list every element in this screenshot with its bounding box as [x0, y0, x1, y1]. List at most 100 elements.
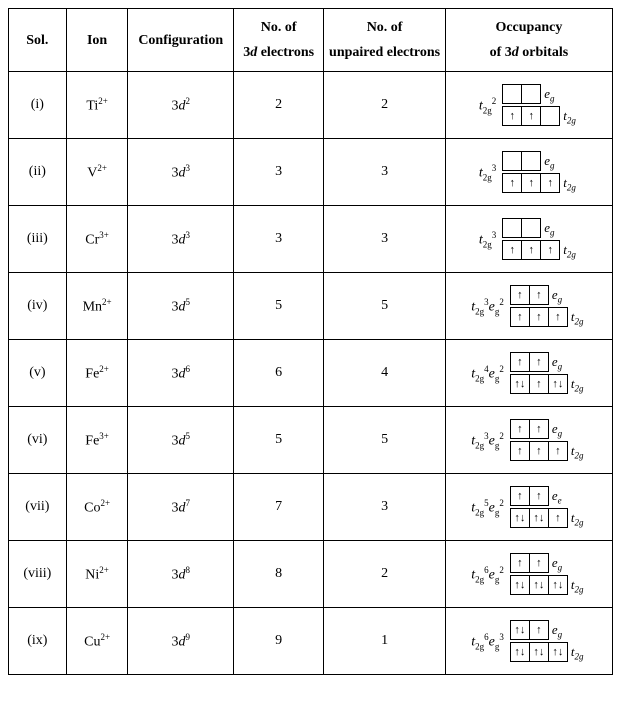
header-sol: Sol. — [9, 9, 67, 72]
cell-sol: (ix) — [9, 608, 67, 675]
cell-config: 3d7 — [128, 474, 233, 541]
orbital-box — [521, 84, 541, 104]
orbital-notation: t2g2 — [479, 96, 496, 115]
orbital-box: ↑ — [529, 352, 549, 372]
cell-sol: (v) — [9, 340, 67, 407]
orbital-box: ↑ — [529, 620, 549, 640]
cell-sol: (iv) — [9, 273, 67, 340]
orbital-box: ↑↓ — [548, 374, 568, 394]
orbital-box: ↑ — [529, 419, 549, 439]
table-row: (i)Ti2+3d222t2g2eg↑↑t2g — [9, 72, 613, 139]
cell-config: 3d5 — [128, 407, 233, 474]
orbital-diagram: ↑↑ee↑↓↑↓↑t2g — [510, 484, 587, 530]
table-row: (iv)Mn2+3d555t2g3eg2↑↑eg↑↑↑t2g — [9, 273, 613, 340]
orbital-notation: t2g5eg2 — [471, 498, 504, 517]
orbital-box: ↑ — [510, 285, 530, 305]
orbital-box: ↑ — [502, 173, 522, 193]
cell-unp: 1 — [324, 608, 445, 675]
orbital-box — [502, 218, 522, 238]
cell-unp: 2 — [324, 541, 445, 608]
cell-occupancy: t2g6eg2↑↑eg↑↓↑↓↑↓t2g — [445, 541, 612, 608]
t2g-label: t2g — [571, 577, 584, 595]
orbital-box: ↑ — [510, 419, 530, 439]
cell-sol: (i) — [9, 72, 67, 139]
orbital-box — [540, 106, 560, 126]
orbital-box: ↑↓ — [510, 575, 530, 595]
t2g-label: t2g — [563, 242, 576, 260]
cell-n3d: 6 — [233, 340, 323, 407]
cell-occupancy: t2g3eg2 ↑↑eg↑↑↑t2g — [445, 407, 612, 474]
orbital-box: ↑ — [521, 240, 541, 260]
t2g-label: t2g — [571, 309, 584, 327]
cell-ion: Fe2+ — [66, 340, 128, 407]
cell-config: 3d9 — [128, 608, 233, 675]
cell-n3d: 5 — [233, 273, 323, 340]
cell-occupancy: t2g3eg↑↑↑t2g — [445, 139, 612, 206]
cell-ion: Mn2+ — [66, 273, 128, 340]
header-n3d-line1: No. of — [261, 20, 297, 35]
orbital-diagram: ↑↑eg↑↓↑↓↑↓t2g — [510, 551, 587, 597]
cell-occupancy: t2g5eg2↑↑ee↑↓↑↓↑t2g — [445, 474, 612, 541]
table-row: (ix)Cu2+3d991t2g6eg3↑↓↑eg↑↓↑↓↑↓t2g — [9, 608, 613, 675]
eg-label: eg — [552, 555, 562, 573]
eg-label: eg — [544, 220, 554, 238]
orbital-box: ↑ — [548, 307, 568, 327]
cell-ion: Cu2+ — [66, 608, 128, 675]
cell-occupancy: t2g3eg↑↑↑t2g — [445, 206, 612, 273]
header-config: Configuration — [128, 9, 233, 72]
orbital-diagram: eg↑↑↑t2g — [502, 216, 579, 262]
orbital-notation: t2g3eg2 — [471, 297, 504, 316]
orbital-diagram: ↑↑eg↑↑↑t2g — [510, 417, 587, 463]
orbital-box: ↑↓ — [510, 642, 530, 662]
table-row: (iii)Cr3+3d333t2g3eg↑↑↑t2g — [9, 206, 613, 273]
t2g-label: t2g — [571, 510, 584, 528]
orbital-box: ↑ — [529, 441, 549, 461]
orbital-box: ↑ — [529, 285, 549, 305]
table-row: (vi)Fe3+3d555t2g3eg2↑↑eg↑↑↑t2g — [9, 407, 613, 474]
cell-sol: (iii) — [9, 206, 67, 273]
cell-sol: (vii) — [9, 474, 67, 541]
orbital-notation: t2g3 — [479, 163, 496, 182]
cell-ion: Ni2+ — [66, 541, 128, 608]
orbital-notation: t2g3eg2 — [471, 431, 504, 450]
orbital-box: ↑ — [510, 486, 530, 506]
table-row: (v)Fe2+3d664t2g4eg2↑↑eg↑↓↑↑↓t2g — [9, 340, 613, 407]
cell-sol: (viii) — [9, 541, 67, 608]
table-row: (viii)Ni2+3d882t2g6eg2↑↑eg↑↓↑↓↑↓t2g — [9, 541, 613, 608]
orbital-box: ↑↓ — [548, 575, 568, 595]
eg-label: eg — [544, 86, 554, 104]
orbital-box: ↑ — [529, 307, 549, 327]
header-occ-line2: of 3d orbitals — [490, 45, 569, 60]
table-row: (ii)V2+3d333t2g3eg↑↑↑t2g — [9, 139, 613, 206]
orbital-notation: t2g4eg2 — [471, 364, 504, 383]
orbital-box: ↑ — [529, 486, 549, 506]
orbital-box: ↑↓ — [529, 508, 549, 528]
cell-occupancy: t2g4eg2↑↑eg↑↓↑↑↓t2g — [445, 340, 612, 407]
cell-occupancy: t2g3eg2↑↑eg↑↑↑t2g — [445, 273, 612, 340]
cell-sol: (vi) — [9, 407, 67, 474]
cell-n3d: 7 — [233, 474, 323, 541]
eg-label: eg — [552, 287, 562, 305]
header-unp-line2: unpaired electrons — [329, 45, 440, 60]
t2g-label: t2g — [571, 376, 584, 394]
cell-unp: 3 — [324, 474, 445, 541]
orbital-box: ↑ — [502, 240, 522, 260]
orbital-box: ↑↓ — [529, 642, 549, 662]
orbital-box — [502, 84, 522, 104]
cell-ion: Cr3+ — [66, 206, 128, 273]
orbital-box — [502, 151, 522, 171]
cell-n3d: 2 — [233, 72, 323, 139]
orbital-box: ↑↓ — [510, 508, 530, 528]
cell-sol: (ii) — [9, 139, 67, 206]
cell-unp: 5 — [324, 273, 445, 340]
orbital-box: ↑ — [540, 173, 560, 193]
cell-occupancy: t2g6eg3↑↓↑eg↑↓↑↓↑↓t2g — [445, 608, 612, 675]
cell-ion: V2+ — [66, 139, 128, 206]
orbital-box: ↑ — [510, 352, 530, 372]
cell-n3d: 3 — [233, 206, 323, 273]
orbital-box: ↑ — [548, 441, 568, 461]
eg-label: eg — [552, 421, 562, 439]
orbital-box: ↑↓ — [510, 374, 530, 394]
orbital-box — [521, 218, 541, 238]
cell-n3d: 9 — [233, 608, 323, 675]
